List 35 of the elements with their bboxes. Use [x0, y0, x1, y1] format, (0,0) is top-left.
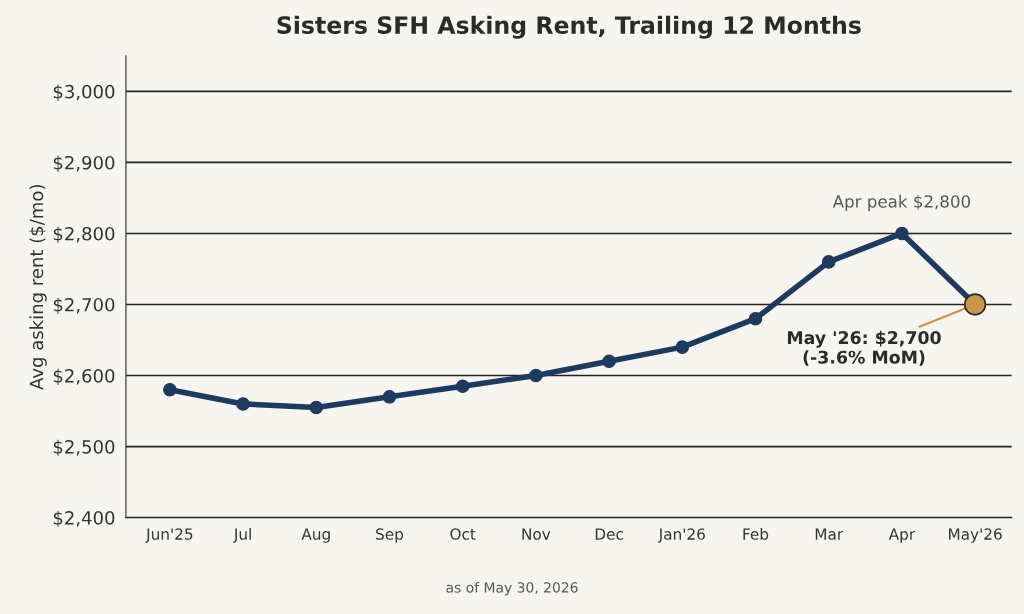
annotation: Apr peak $2,800	[832, 194, 971, 211]
point	[455, 379, 470, 393]
point	[748, 311, 763, 326]
x-tick-label: Jul	[233, 528, 251, 543]
x-tick-label: Dec	[595, 528, 623, 540]
y-tick-label: $2,800	[53, 226, 115, 243]
y-tick-label: $3,000	[53, 84, 115, 101]
x-tick-label: Aug	[301, 528, 330, 543]
point	[382, 390, 397, 404]
x-tick-label: Apr	[888, 528, 916, 543]
x-tick-label: Sep	[376, 528, 404, 543]
x-tick-label: Jun'25	[145, 528, 193, 543]
x-tick-label: Mar	[815, 528, 844, 540]
x-tick-label: Jan'26	[657, 528, 705, 543]
x-tick-label: May'26	[949, 528, 1002, 543]
point	[163, 382, 177, 397]
point	[675, 340, 690, 354]
y-tick-label: $2,600	[53, 368, 115, 386]
point	[602, 354, 616, 369]
point	[821, 255, 836, 269]
x-tick-label: Feb	[743, 528, 769, 540]
point	[529, 368, 543, 383]
x-tick-label: Oct	[450, 528, 476, 540]
y-axis-title: Avg asking rent ($/mo)	[29, 185, 47, 390]
point	[895, 226, 909, 241]
x-tick-label: Nov	[522, 528, 551, 540]
y-tick-label: $2,500	[53, 439, 115, 457]
annotation: May '26: $2,700 (-3.6% MoM)	[787, 330, 941, 366]
text: as of May 30, 2026	[446, 581, 578, 596]
point	[236, 397, 250, 411]
y-tick-label: $2,400	[53, 510, 115, 528]
chart-title: Sisters SFH Asking Rent, Trailing 12 Months	[277, 15, 861, 39]
y-tick-label: $2,700	[53, 297, 115, 315]
y-tick-label: $2,900	[53, 155, 115, 172]
point	[309, 400, 324, 415]
